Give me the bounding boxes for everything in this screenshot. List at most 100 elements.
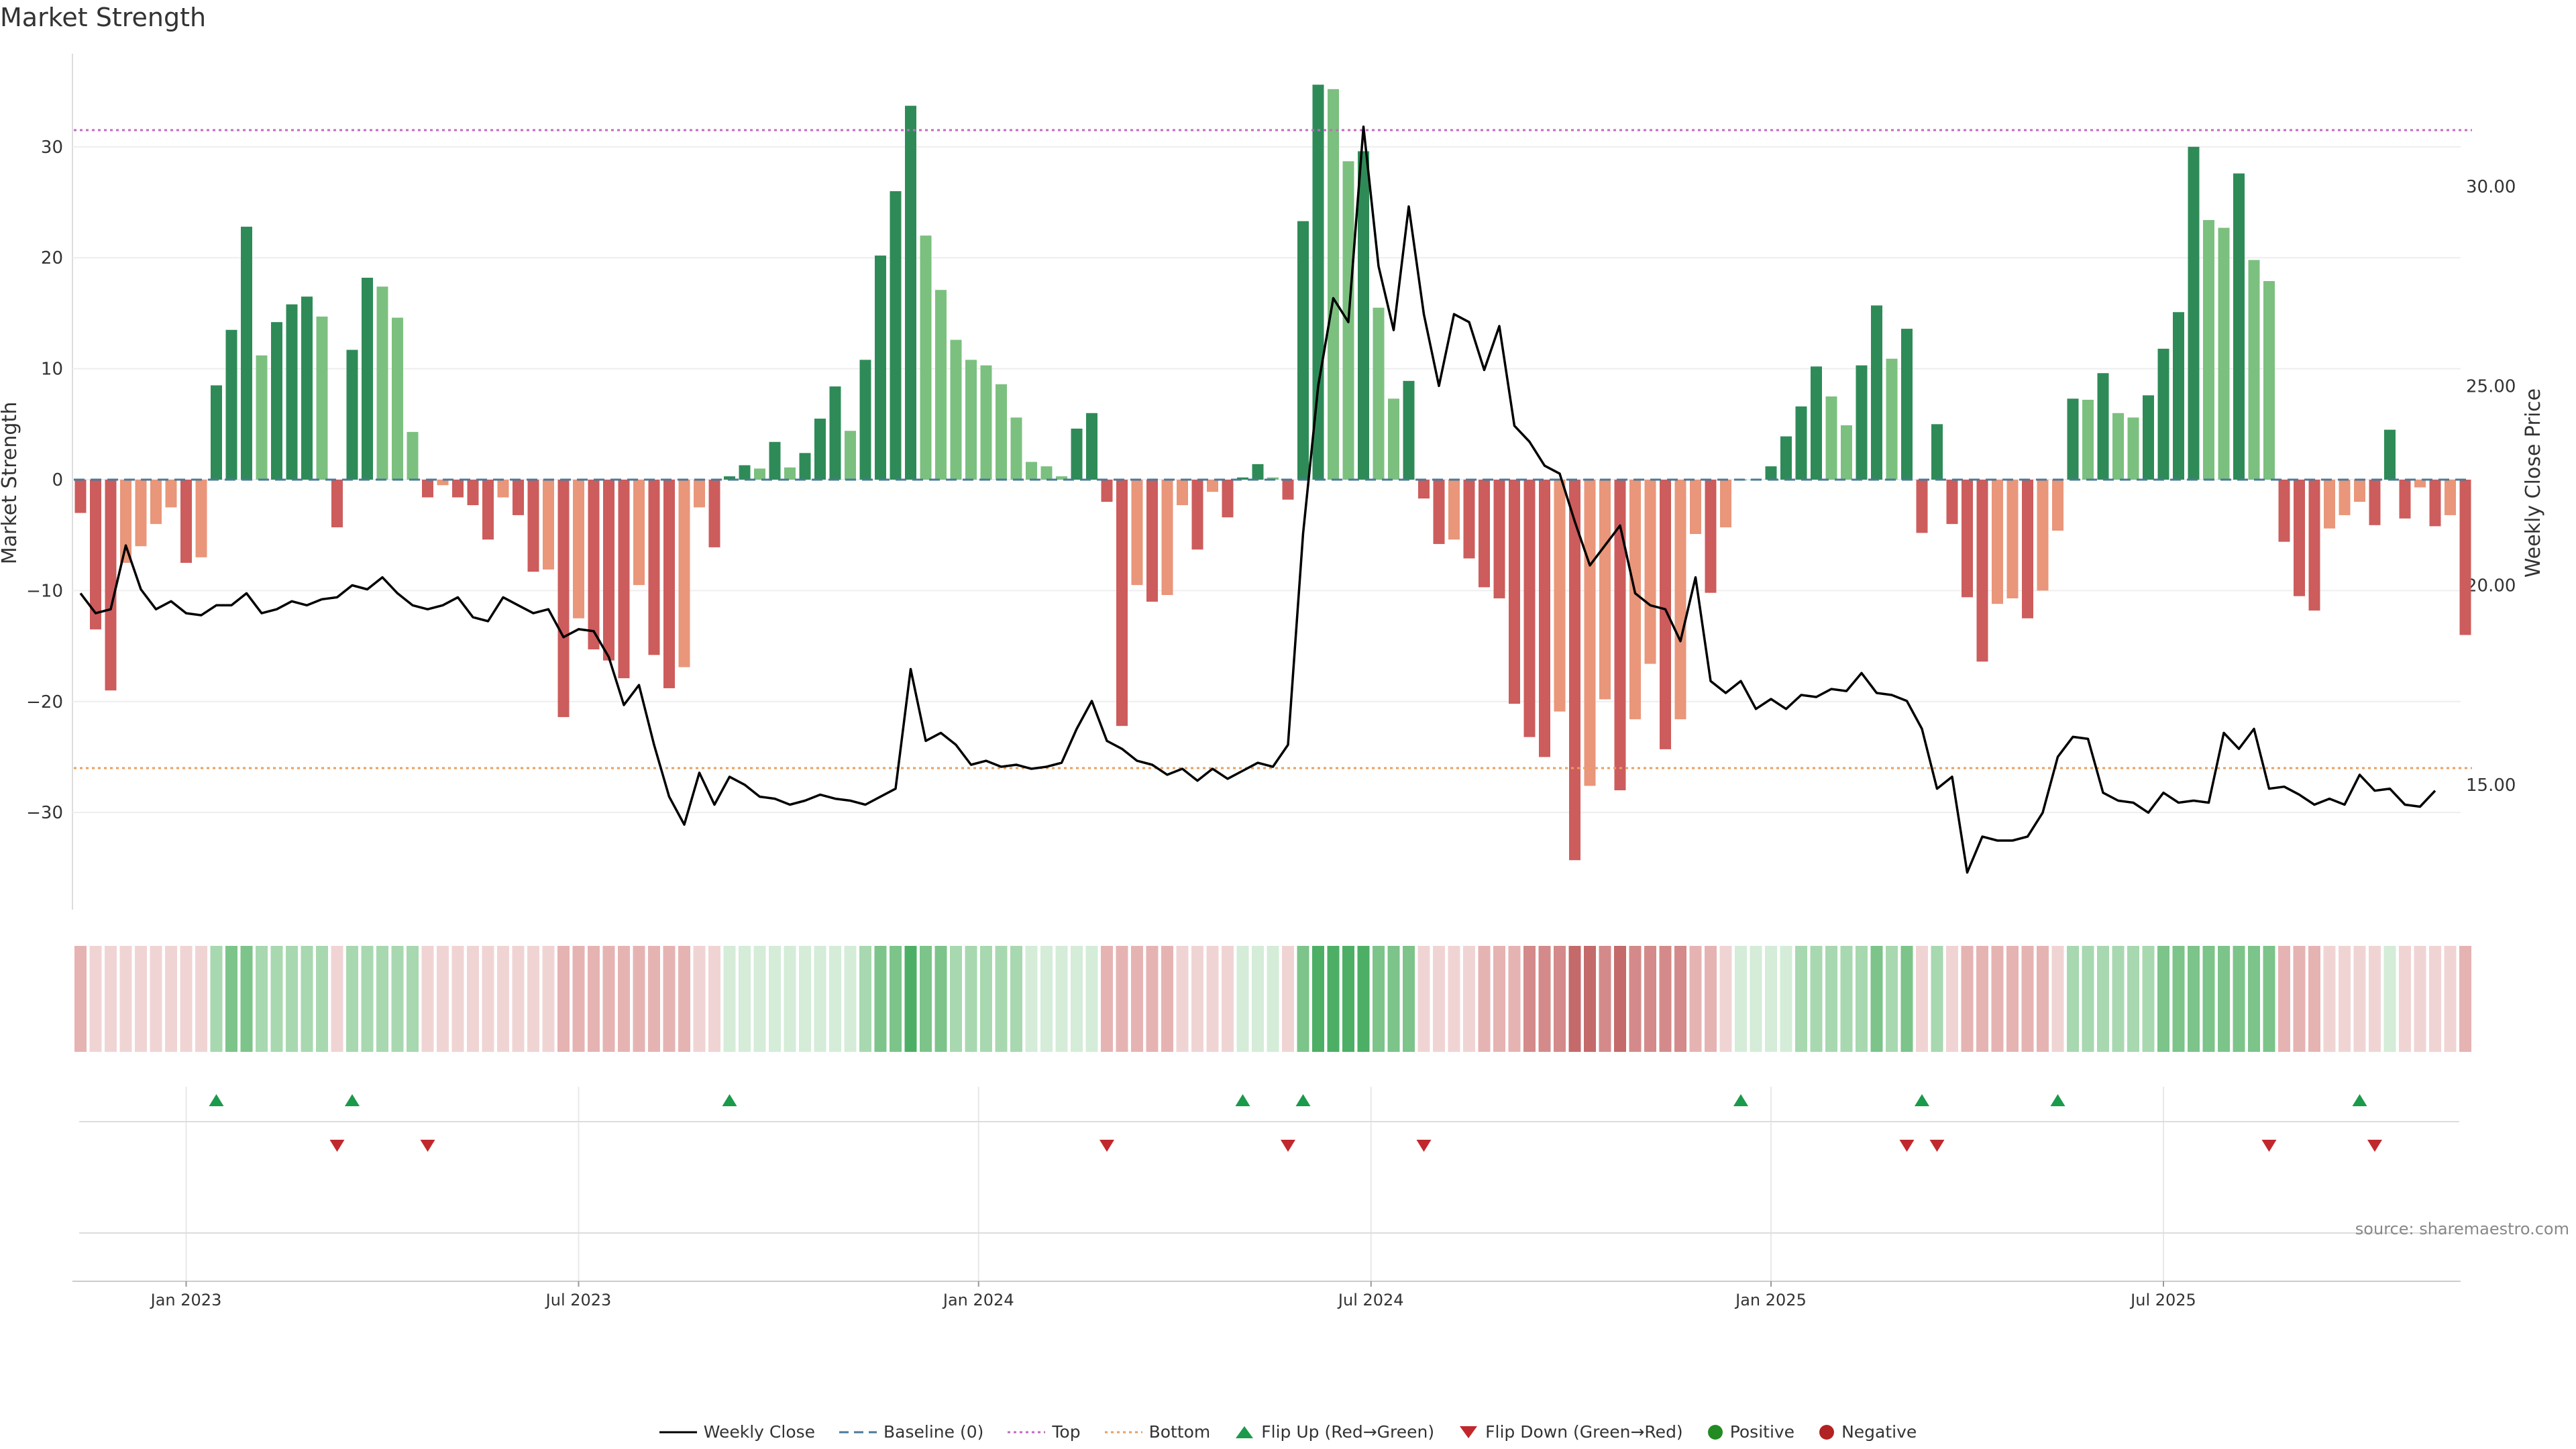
state-strip-cell [2037,946,2049,1052]
state-strip-cell [2172,946,2185,1052]
state-strip-cell [1357,946,1370,1052]
legend-bottom-label: Bottom [1148,1422,1211,1442]
strength-bar [2233,173,2245,480]
flip-down-marker [329,1140,345,1152]
flip-up-marker [2352,1094,2367,1106]
strength-bar [1901,329,1913,480]
flip-up-marker [1915,1094,1929,1106]
state-strip-cell [1900,946,1913,1052]
legend-top: Top [1008,1422,1081,1442]
strength-bar [920,235,932,480]
legend-bottom-swatch [1104,1431,1142,1433]
chart-title: Market Strength [0,3,207,32]
strength-bar [2112,413,2124,480]
state-strip-cell [1161,946,1173,1052]
strength-bar [678,480,690,667]
strength-bar [1554,480,1566,712]
strength-bar [814,419,826,480]
state-strip-cell [1705,946,1717,1052]
state-strip-cell [663,946,676,1052]
strength-bar [557,480,570,717]
strength-bar [1856,365,1868,480]
state-strip-cell [2429,946,2441,1052]
state-strip-cell [572,946,585,1052]
state-strip-cell [1886,946,1898,1052]
strength-bar [1614,480,1626,791]
state-strip-cell [1403,946,1415,1052]
strength-bar [346,350,358,480]
strength-bar [618,480,630,679]
negative-dot-icon [1819,1424,1835,1440]
state-strip-cell [1976,946,1988,1052]
state-strip-cell [1961,946,1974,1052]
strength-bar [165,480,177,508]
state-strip-cell [784,946,796,1052]
state-strip-cell [1206,946,1219,1052]
state-strip-cell [1750,946,1762,1052]
state-strip-cell [2323,946,2336,1052]
strength-bar [407,431,419,480]
strength-bar [331,480,343,528]
state-strip-cell [74,946,87,1052]
state-strip-cell [1916,946,1928,1052]
strength-bar [1328,89,1339,480]
flip-down-triangle-icon [1460,1426,1478,1438]
state-strip-cell [2278,946,2290,1052]
state-strip-cell [934,946,947,1052]
state-strip-cell [165,946,177,1052]
state-strip-cell [2233,946,2245,1052]
x-tick-label: Jul 2024 [1337,1291,1404,1309]
strength-bar [1539,480,1550,757]
strength-bar [2384,429,2396,480]
strength-bar [2324,480,2335,529]
state-strip-cell [1040,946,1053,1052]
state-strip-cell [2112,946,2125,1052]
strength-bar [2263,280,2275,480]
strength-bar [1886,358,1898,480]
state-strip-cell [2067,946,2079,1052]
state-strip-cell [467,946,479,1052]
flip-down-marker [1899,1140,1915,1152]
state-strip-cell [920,946,932,1052]
y-tick-left-label: 20 [41,248,63,268]
strength-bar [180,480,192,564]
strength-bar [1071,428,1083,480]
strength-bar [211,385,222,480]
strength-bar [799,453,811,480]
state-strip-cell [1856,946,1868,1052]
state-strip-cell [1629,946,1642,1052]
strength-bar [2022,480,2033,619]
y-tick-right-label: 20.00 [2466,576,2516,596]
state-strip-cell [1101,946,1113,1052]
state-strip-cell [618,946,630,1052]
state-strip-cell [135,946,147,1052]
strength-bar [527,480,539,572]
strength-bar [2294,480,2305,596]
strength-bar [1403,380,1415,480]
strength-bar [1191,480,1203,550]
legend-weekly-close-label: Weekly Close [703,1422,816,1442]
flip-down-marker [1929,1140,1945,1152]
state-strip-cell [512,946,525,1052]
strength-bar [1795,406,1807,480]
flip-down-marker [420,1140,435,1152]
strength-bar [1493,480,1505,598]
state-strip-cell [1025,946,1038,1052]
strength-bar [241,226,252,480]
flip-down-marker [1416,1140,1432,1152]
strength-bar [1252,464,1264,480]
strength-bar [1358,151,1369,480]
state-strip-cell [829,946,841,1052]
state-strip-cell [980,946,992,1052]
strength-bar [1720,480,1731,528]
strength-bar [90,480,101,630]
strength-bar [543,480,554,570]
state-strip-cell [602,946,615,1052]
state-strip-cell [1689,946,1702,1052]
strength-bar [1116,480,1128,727]
strength-bar [1780,436,1792,480]
strength-bar [1523,480,1536,737]
state-strip-cell [210,946,223,1052]
state-strip-cell [1780,946,1792,1052]
state-strip-cell [1071,946,1083,1052]
